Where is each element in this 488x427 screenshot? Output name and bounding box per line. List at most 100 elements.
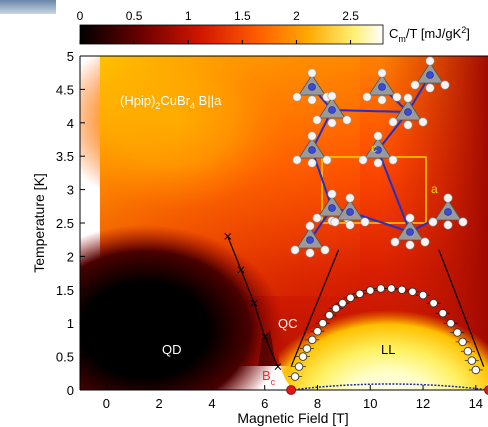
critical-point — [286, 385, 296, 395]
crystal-axis-a: a — [431, 182, 438, 196]
br-atom — [377, 68, 387, 78]
maxima-circle — [290, 372, 300, 381]
colorbar-tick-label: 1 — [185, 9, 192, 23]
corner-decoration — [0, 0, 56, 14]
sample-label: (Hpip)2CuBr4 B||a — [120, 93, 222, 111]
sample-label-part-1: 2 — [155, 101, 160, 111]
boundary-cross-marker — [274, 363, 282, 370]
maxima-circle — [453, 328, 462, 337]
br-atom — [327, 91, 337, 101]
sample-label-part-2: CuBr — [160, 93, 190, 108]
boundary-cross-marker — [250, 299, 258, 307]
br-atom — [373, 131, 383, 141]
colorbar: 0 0.5 1 1.5 2 2.5 Cm/T [mJ/gK2] — [77, 9, 470, 45]
br-atom — [307, 95, 317, 105]
phase-boundary-right — [438, 249, 485, 367]
br-atom — [418, 117, 428, 127]
colorbar-label: Cm/T [mJ/gK2] — [389, 25, 470, 44]
maxima-circle — [471, 365, 481, 375]
colorbar-tick-label: 1.5 — [234, 9, 251, 23]
br-atom — [425, 83, 435, 93]
maxima-circle — [318, 318, 328, 328]
cu-atom — [378, 83, 386, 91]
maxima-circle — [346, 293, 355, 303]
colorbar-tick-label: 2 — [293, 9, 300, 23]
br-atom — [410, 80, 420, 90]
maxima-circle — [338, 298, 347, 308]
br-atom — [345, 220, 355, 230]
x-tick-label: 2 — [156, 396, 163, 411]
br-atom — [373, 158, 383, 168]
maxima-circle — [418, 290, 428, 300]
colorbar-label-part-1: m — [398, 34, 406, 44]
maxima-circle — [313, 326, 322, 336]
y-tick-label: 3 — [67, 183, 74, 198]
br-atom — [443, 193, 453, 203]
br-atom — [358, 155, 368, 165]
y-tick-label: 1 — [67, 316, 74, 331]
crystal-structure-inset: c a — [290, 56, 468, 258]
maxima-circle — [366, 286, 375, 295]
br-atom — [362, 92, 372, 102]
br-atom — [360, 217, 370, 227]
br-atom — [312, 115, 322, 125]
y-tick-label: 3.5 — [56, 149, 74, 164]
br-atom — [390, 237, 400, 247]
colorbar-gradient — [79, 24, 384, 45]
colorbar-label-part-2: /T [mJ/gK — [406, 26, 462, 41]
cu-atom — [406, 228, 414, 236]
boundary-cross-marker — [261, 333, 269, 340]
region-label-ll: LL — [381, 342, 395, 357]
br-atom — [403, 120, 413, 130]
br-atom — [392, 92, 402, 102]
br-atom — [290, 245, 300, 255]
br-atom — [312, 213, 322, 223]
y-tick-label: 5 — [67, 49, 74, 64]
cu-atom — [328, 204, 336, 212]
br-atom — [428, 217, 438, 227]
y-tick-label: 1.5 — [56, 283, 74, 298]
br-atom — [305, 248, 315, 258]
colorbar-tick-label: 0.5 — [126, 9, 143, 23]
x-tick-label: 8 — [314, 396, 321, 411]
br-atom — [307, 158, 317, 168]
maxima-circle — [387, 284, 396, 293]
br-atom — [292, 155, 302, 165]
br-atom — [443, 220, 453, 230]
cu-atom — [444, 208, 452, 216]
br-atom — [292, 92, 302, 102]
maxima-circle — [467, 356, 477, 365]
y-tick-label: 0.5 — [56, 350, 74, 365]
sample-label-part-4: B||a — [195, 93, 222, 108]
maxima-circle — [302, 344, 312, 353]
maxima-circle — [458, 337, 467, 347]
maxima-circle — [408, 287, 417, 297]
maxima-circle — [294, 362, 304, 371]
crystal-axis-c: c — [371, 141, 377, 155]
y-tick-label: 4 — [67, 116, 74, 131]
y-axis-label: Temperature [K] — [31, 173, 47, 273]
br-atom — [327, 118, 337, 128]
br-atom — [305, 221, 315, 231]
qd-dark-region — [80, 225, 285, 390]
region-label-qc: QC — [278, 316, 298, 331]
maxima-circle — [307, 335, 317, 345]
cu-atom — [308, 83, 316, 91]
colorbar-label-part-0: C — [389, 26, 398, 41]
sample-label-part-0: (Hpip) — [120, 93, 155, 108]
maxima-circle — [325, 310, 334, 320]
sample-label-part-3: 4 — [190, 101, 195, 111]
crystal-bond — [311, 149, 333, 209]
maxima-circle — [355, 289, 364, 299]
x-tick-label: 0 — [103, 396, 110, 411]
br-atom — [342, 115, 352, 125]
colorbar-label-part-3: 2 — [461, 25, 466, 35]
maxima-circle — [429, 298, 438, 308]
br-atom — [320, 245, 330, 255]
x-tick-label: 6 — [261, 396, 268, 411]
colorbar-tick-label: 2.5 — [342, 9, 359, 23]
br-atom — [425, 56, 435, 66]
boundary-cross-marker — [224, 233, 232, 240]
cu-atom — [346, 208, 354, 216]
critical-field-label: Bc — [262, 368, 276, 387]
